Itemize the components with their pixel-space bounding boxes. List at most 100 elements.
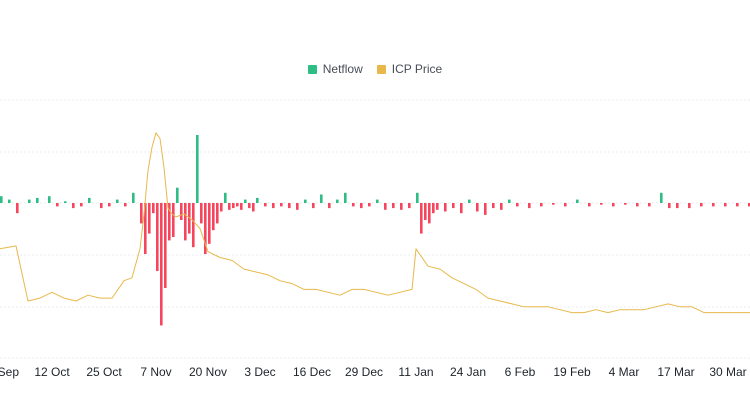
netflow-bar [528,203,531,209]
netflow-bar [552,203,555,205]
netflow-bar [384,203,387,210]
x-tick-label: 17 Mar [657,365,694,379]
netflow-bar [160,203,163,326]
netflow-bar [724,203,727,207]
netflow-bar [220,203,223,212]
netflow-bar [212,203,215,231]
netflow-bar [224,192,227,203]
netflow-bar [688,203,691,209]
netflow-bar [168,203,171,241]
netflow-bar [288,203,291,209]
netflow-bar [312,203,315,209]
netflow-bar [48,196,51,203]
netflow-bar [712,203,715,207]
netflow-bar [192,203,195,248]
x-tick-label: 16 Dec [293,365,331,379]
netflow-bar [200,203,203,224]
netflow-bar [240,203,243,210]
netflow-bar [80,203,83,207]
netflow-bar [668,203,671,209]
netflow-bar [228,203,231,210]
legend-label-icp-price: ICP Price [391,62,443,76]
x-tick-label: 29 Dec [345,365,383,379]
netflow-bar [516,203,519,207]
x-tick-label: 25 Oct [86,365,122,379]
netflow-bar [676,203,679,209]
netflow-bar [424,203,427,220]
netflow-bar [64,201,67,203]
x-tick-label: 7 Nov [140,365,171,379]
netflow-bar [252,203,255,212]
netflow-bar [600,203,603,205]
netflow-bar [280,203,283,207]
netflow-bar [152,203,155,214]
netflow-bar [56,203,59,207]
netflow-bar [540,203,543,207]
x-tick-label: 19 Feb [553,365,591,379]
netflow-bar [72,203,75,209]
netflow-bar [232,203,235,209]
x-tick-label: 4 Mar [609,365,640,379]
netflow-bar [196,135,199,203]
netflow-bar [320,194,323,203]
netflow-bar [256,197,259,203]
netflow-bar [116,199,119,203]
netflow-bar [636,203,639,207]
netflow-bar [492,203,495,209]
netflow-bar [432,203,435,214]
netflow-bar [140,203,143,224]
netflow-bar [176,187,179,203]
x-tick-label: 30 Mar [709,365,746,379]
netflow-bar [368,203,371,207]
x-tick-label: 24 Jan [450,365,486,379]
netflow-bar [612,203,615,207]
netflow-bar [660,192,663,203]
netflow-bar [304,199,307,203]
netflow-bar [500,203,503,210]
price-line-group [0,132,750,314]
x-tick-label: 3 Dec [244,365,275,379]
netflow-bar [184,203,187,241]
icp-price-swatch [376,64,386,74]
netflow-bar [400,203,403,210]
netflow-bar [444,203,447,212]
x-tick-label: 6 Feb [505,365,536,379]
netflow-swatch [307,64,317,74]
netflow-bar [296,203,299,210]
netflow-bar [208,203,211,244]
netflow-bar [648,203,651,207]
netflow-bar [748,203,750,207]
netflow-bar [248,203,251,209]
netflow-bar [148,203,151,234]
x-tick-label: 11 Jan [398,365,433,379]
netflow-bar [88,197,91,203]
netflow-bar [508,199,511,203]
netflow-bar [416,192,419,203]
netflow-bar [8,199,11,203]
netflow-bar [576,199,579,203]
netflow-bar [28,199,31,203]
netflow-bar [588,203,591,207]
netflow-bar [100,203,103,209]
netflow-bar [352,203,355,207]
netflow-bar [236,203,239,207]
legend-label-netflow: Netflow [322,62,363,76]
legend-item-netflow[interactable]: Netflow [307,62,363,76]
netflow-bar [0,196,3,203]
netflow-bar [328,203,331,209]
legend-item-icp-price[interactable]: ICP Price [376,62,443,76]
x-axis-ticks: 29 Sep 12 Oct 25 Oct 7 Nov 20 Nov 3 Dec 16 Dec… [0,365,747,379]
netflow-bar [336,199,339,203]
x-tick-label: 29 Sep [0,365,19,379]
netflow-bar [452,203,455,209]
netflow-bar [420,203,423,234]
netflow-bar [108,203,111,207]
netflow-bar [264,203,267,207]
netflow-bar [624,203,627,205]
chart-legend: Netflow ICP Price [0,62,750,76]
netflow-bar [408,203,411,209]
netflow-bar [436,203,439,210]
x-tick-label: 12 Oct [34,365,70,379]
netflow-bar [272,203,275,209]
